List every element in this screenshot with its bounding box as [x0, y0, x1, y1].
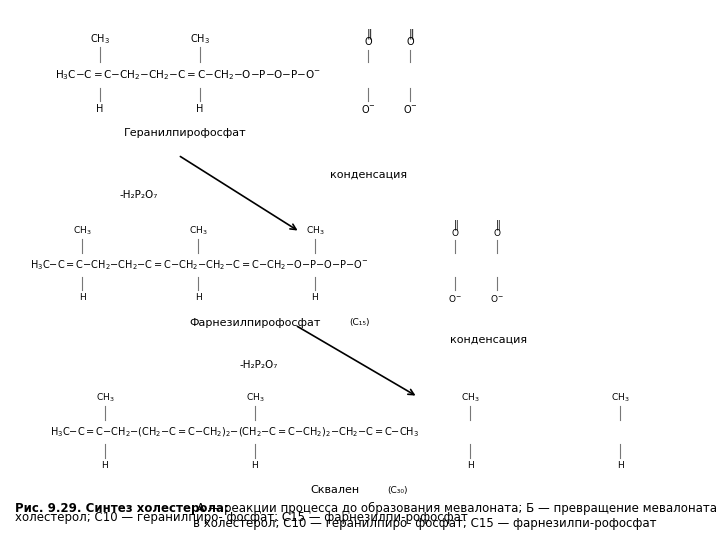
- Text: CH$_3$: CH$_3$: [461, 392, 480, 404]
- Text: ‖: ‖: [408, 29, 414, 39]
- Text: O$^{-}$: O$^{-}$: [448, 293, 462, 303]
- Text: CH$_3$: CH$_3$: [73, 225, 91, 237]
- Text: H$_3$C$-$C$=$C$-$CH$_2$$-$(CH$_2$$-$C$=$C$-$CH$_2)_2$$-$(CH$_2$$-$C$=$C$-$CH$_2): H$_3$C$-$C$=$C$-$CH$_2$$-$(CH$_2$$-$C$=$…: [50, 425, 419, 439]
- Text: O: O: [451, 228, 459, 238]
- Text: -H₂P₂O₇: -H₂P₂O₇: [240, 360, 279, 370]
- Text: H: H: [467, 462, 473, 470]
- Text: H: H: [78, 294, 86, 302]
- Text: ‖: ‖: [454, 220, 459, 230]
- Text: H: H: [616, 462, 624, 470]
- Text: конденсация: конденсация: [450, 335, 527, 345]
- Text: ‖: ‖: [495, 220, 500, 230]
- Text: (С₃₀): (С₃₀): [388, 485, 408, 495]
- Text: O$^{-}$: O$^{-}$: [402, 103, 418, 115]
- Text: O: O: [493, 228, 500, 238]
- Text: CH$_3$: CH$_3$: [96, 392, 114, 404]
- Text: H: H: [197, 104, 204, 114]
- Text: Геранилпирофосфат: Геранилпирофосфат: [124, 128, 246, 138]
- Text: Сквален: Сквален: [310, 485, 359, 495]
- Text: CH$_3$: CH$_3$: [90, 32, 110, 46]
- Text: CH$_3$: CH$_3$: [246, 392, 264, 404]
- Text: CH$_3$: CH$_3$: [190, 32, 210, 46]
- Text: H: H: [102, 462, 109, 470]
- Text: O$^{-}$: O$^{-}$: [490, 293, 504, 303]
- Text: H$_3$C$-$C$=$C$-$CH$_2$$-$CH$_2$$-$C$=$C$-$CH$_2$$-$CH$_2$$-$C$=$C$-$CH$_2$$-$O$: H$_3$C$-$C$=$C$-$CH$_2$$-$CH$_2$$-$C$=$C…: [30, 258, 368, 272]
- Text: O: O: [364, 37, 372, 47]
- Text: ‖: ‖: [366, 29, 372, 39]
- Text: CH$_3$: CH$_3$: [189, 225, 207, 237]
- Text: конденсация: конденсация: [330, 170, 407, 180]
- Text: Рис. 9.29. Синтез холестерола:: Рис. 9.29. Синтез холестерола:: [15, 502, 229, 515]
- Text: H: H: [251, 462, 258, 470]
- Text: CH$_3$: CH$_3$: [611, 392, 629, 404]
- Text: H: H: [194, 294, 202, 302]
- Text: H: H: [312, 294, 318, 302]
- Text: Фарнезилпирофосфат: Фарнезилпирофосфат: [189, 318, 320, 328]
- Text: холестерол; С10 — геранилпиро- фосфат; С15 — фарнезилпи-рофосфат: холестерол; С10 — геранилпиро- фосфат; С…: [15, 511, 468, 524]
- Text: -H₂P₂O₇: -H₂P₂O₇: [120, 190, 158, 200]
- Text: H$_3$C$-$C$=$C$-$CH$_2$$-$CH$_2$$-$C$=$C$-$CH$_2$$-$O$-$P$-$O$-$P$-$O$^{-}$: H$_3$C$-$C$=$C$-$CH$_2$$-$CH$_2$$-$C$=$C…: [55, 68, 321, 82]
- Text: H: H: [96, 104, 104, 114]
- Text: O: O: [406, 37, 414, 47]
- Text: CH$_3$: CH$_3$: [306, 225, 324, 237]
- Text: А — реакции процесса до образования мевалоната; Б — превращение мевалоната в хол: А — реакции процесса до образования мева…: [193, 502, 717, 530]
- Text: (С₁₅): (С₁₅): [350, 319, 370, 327]
- Text: O$^{-}$: O$^{-}$: [361, 103, 375, 115]
